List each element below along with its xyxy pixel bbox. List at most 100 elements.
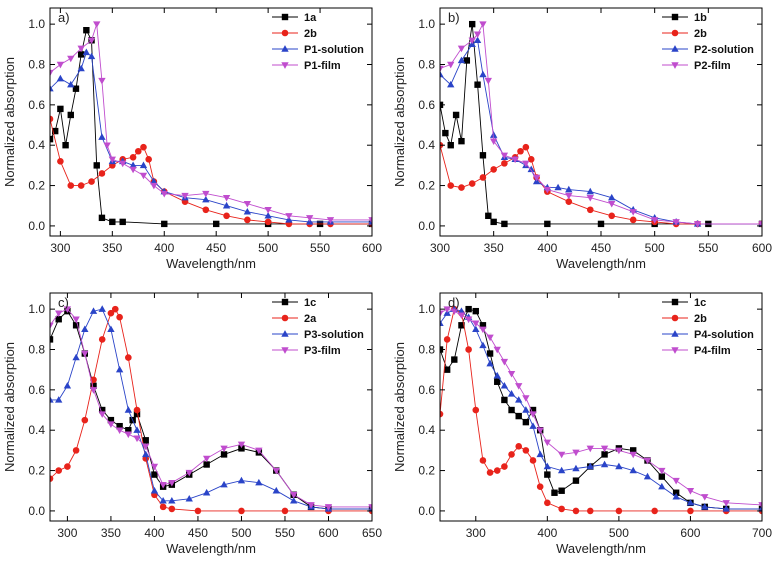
data-point <box>150 177 158 185</box>
data-point <box>474 81 481 88</box>
y-tick-label: 0.4 <box>418 423 435 437</box>
y-tick-label: 1.0 <box>418 302 435 316</box>
data-point <box>159 496 167 504</box>
x-tick-label: 500 <box>645 241 665 255</box>
legend-label: P3-solution <box>304 329 364 341</box>
data-point <box>473 31 482 39</box>
data-point <box>87 37 96 45</box>
data-point <box>237 441 246 449</box>
y-tick-label: 0.8 <box>28 342 45 356</box>
data-point <box>672 219 680 226</box>
data-point <box>522 418 530 426</box>
legend-label: P1-solution <box>304 44 364 56</box>
data-point <box>237 476 246 484</box>
data-point <box>468 37 476 45</box>
data-point <box>473 36 482 44</box>
data-point <box>543 439 552 447</box>
plot-frame <box>49 7 373 237</box>
data-point <box>650 217 659 224</box>
data-point <box>55 310 63 318</box>
data-point <box>285 213 293 220</box>
data-point <box>489 131 498 138</box>
data-point <box>83 26 90 34</box>
x-tick-label: 600 <box>318 526 338 540</box>
data-point <box>326 217 335 224</box>
legend: 1c 2a P3-solution P3-film <box>272 297 364 357</box>
data-point <box>368 217 372 224</box>
legend-marker <box>671 298 679 306</box>
x-tick-label: 550 <box>275 526 295 540</box>
data-point <box>151 471 158 478</box>
data-point <box>440 70 444 78</box>
data-point <box>586 507 594 515</box>
data-point <box>544 471 551 478</box>
series-2b <box>50 115 372 228</box>
legend-marker <box>281 347 289 354</box>
data-point <box>62 142 69 149</box>
y-tick-label: 0.8 <box>28 57 45 71</box>
data-point <box>722 500 730 507</box>
data-point <box>203 461 210 468</box>
x-axis-title: Wavelength/nm <box>556 541 646 556</box>
data-point <box>440 65 444 73</box>
data-point <box>500 358 509 366</box>
data-point <box>222 194 231 202</box>
data-point <box>508 406 515 414</box>
data-point <box>72 316 80 324</box>
data-point <box>133 426 141 433</box>
data-point <box>67 80 75 88</box>
data-point <box>572 464 580 472</box>
data-point <box>572 449 580 457</box>
series-1a <box>50 26 372 228</box>
data-point <box>472 406 480 414</box>
legend-marker <box>281 298 289 306</box>
data-point <box>55 467 63 474</box>
data-point <box>87 52 96 60</box>
data-point <box>133 435 141 443</box>
data-point <box>50 115 54 123</box>
panel-label: d) <box>448 295 460 310</box>
data-point <box>457 56 466 64</box>
legend-label: P2-film <box>694 60 731 72</box>
legend: 1b 2b P2-solution P2-film <box>662 12 754 72</box>
data-point <box>458 322 465 329</box>
data-point <box>134 147 142 155</box>
data-point <box>63 306 72 313</box>
data-point <box>501 396 508 404</box>
data-point <box>522 160 530 168</box>
data-point <box>608 193 616 201</box>
data-point <box>536 427 544 435</box>
data-point <box>472 325 480 333</box>
x-tick-label: 500 <box>258 241 278 255</box>
x-tick-label: 300 <box>430 241 450 255</box>
data-point <box>500 381 509 389</box>
series-P1-film <box>50 21 372 224</box>
legend-marker <box>671 13 679 21</box>
data-point <box>608 212 616 220</box>
data-point <box>161 220 168 228</box>
legend-label: 2a <box>304 313 317 325</box>
data-point <box>527 165 535 173</box>
data-point <box>159 503 167 511</box>
y-tick-label: 0.2 <box>28 179 45 193</box>
y-axis-title: Normalized absorption <box>2 342 17 472</box>
data-point <box>56 61 65 69</box>
y-tick-label: 0.6 <box>28 383 45 397</box>
data-point <box>50 84 54 92</box>
data-point <box>89 307 98 314</box>
data-point <box>129 166 137 174</box>
data-point <box>185 469 193 477</box>
data-point <box>600 460 609 468</box>
data-point <box>289 496 298 504</box>
data-point <box>686 488 695 495</box>
data-point <box>98 214 106 222</box>
data-point <box>50 69 54 77</box>
data-point <box>72 447 80 454</box>
data-point <box>168 496 176 504</box>
data-point <box>447 80 455 88</box>
legend-marker <box>281 29 289 37</box>
data-point <box>586 194 594 202</box>
data-point <box>464 316 473 324</box>
data-point <box>479 152 487 159</box>
data-point <box>264 211 272 219</box>
